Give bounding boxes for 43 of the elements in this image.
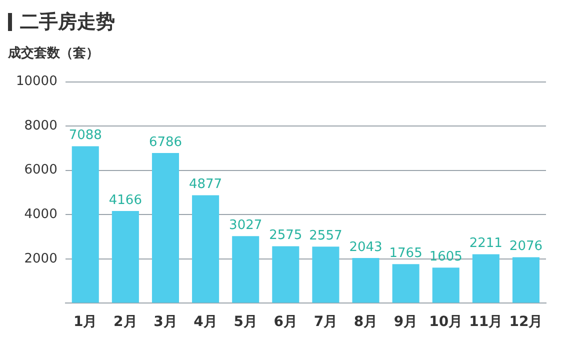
x-tick-label: 2月 (114, 314, 138, 330)
x-tick-label: 11月 (469, 314, 503, 330)
y-tick-label: 10000 (16, 74, 58, 90)
bar (352, 258, 380, 303)
data-label: 4877 (188, 177, 222, 192)
data-label: 1765 (389, 246, 422, 261)
x-tick-label: 4月 (194, 314, 218, 330)
bar (312, 246, 340, 303)
x-tick-label: 12月 (509, 314, 543, 330)
data-label: 2043 (349, 240, 382, 255)
chart-title: 二手房走势 (20, 10, 115, 35)
bar (472, 254, 500, 303)
y-tick-label: 2000 (24, 251, 58, 266)
x-tick-label: 10月 (429, 314, 463, 330)
x-tick-label: 8月 (354, 314, 378, 330)
bar (432, 268, 460, 303)
y-axis-title: 成交套数（套） (8, 44, 100, 63)
data-label: 1605 (429, 250, 462, 265)
data-label: 2211 (469, 236, 502, 252)
data-label: 6786 (148, 134, 182, 150)
x-tick-label: 9月 (394, 314, 418, 330)
x-tick-label: 3月 (154, 314, 178, 330)
y-tick-label: 8000 (24, 118, 58, 134)
y-tick-label: 4000 (24, 207, 58, 222)
bar (152, 152, 180, 303)
data-label: 2076 (509, 239, 543, 254)
data-label: 7088 (68, 128, 102, 144)
x-tick-label: 7月 (314, 314, 338, 330)
data-label: 3027 (229, 218, 262, 234)
bar (272, 246, 300, 303)
bar (192, 195, 220, 303)
bar (72, 146, 99, 303)
data-label: 4166 (108, 192, 142, 208)
bar (392, 264, 420, 303)
x-tick-label: 5月 (234, 314, 258, 330)
x-tick-label: 6月 (274, 314, 298, 330)
data-label: 2575 (269, 228, 302, 244)
bar (512, 257, 540, 303)
bar (232, 236, 260, 303)
y-tick-label: 6000 (24, 162, 58, 178)
bar (112, 210, 139, 303)
x-tick-label: 1月 (74, 314, 98, 330)
data-label: 2557 (309, 228, 342, 244)
